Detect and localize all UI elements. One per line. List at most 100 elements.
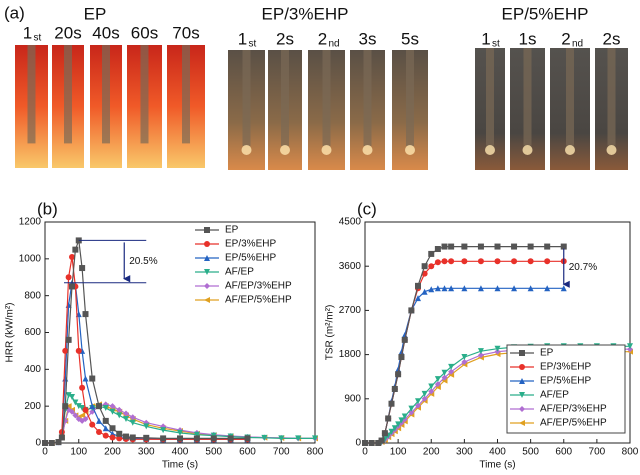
glow bbox=[280, 145, 290, 155]
y-axis-label: TSR (m²/m²) bbox=[325, 305, 336, 361]
y-tick-label: 1800 bbox=[339, 349, 362, 360]
marker bbox=[627, 343, 633, 350]
marker bbox=[527, 243, 534, 250]
marker bbox=[391, 385, 398, 392]
glow bbox=[362, 145, 373, 155]
marker bbox=[395, 371, 402, 378]
marker bbox=[421, 263, 428, 270]
legend-label: AF/EP/3%EHP bbox=[225, 281, 292, 292]
x-tick-label: 300 bbox=[456, 447, 473, 458]
marker bbox=[401, 331, 408, 338]
marker bbox=[368, 440, 375, 446]
legend-marker bbox=[204, 227, 210, 233]
frame-label: 1 bbox=[238, 29, 247, 48]
marker bbox=[385, 415, 392, 422]
specimen bbox=[182, 45, 190, 144]
marker bbox=[160, 435, 167, 442]
marker bbox=[511, 258, 518, 265]
legend-marker bbox=[519, 364, 525, 370]
x-tick-label: 600 bbox=[555, 447, 572, 458]
marker bbox=[143, 434, 150, 441]
marker bbox=[177, 435, 183, 442]
marker bbox=[395, 366, 402, 373]
marker bbox=[494, 345, 501, 352]
marker bbox=[428, 388, 435, 395]
x-tick-label: 800 bbox=[307, 447, 324, 458]
legend-label: EP bbox=[225, 225, 239, 236]
x-tick-label: 300 bbox=[138, 447, 155, 458]
y-tick-label: 3600 bbox=[339, 261, 362, 272]
marker bbox=[116, 412, 123, 419]
frame-label: 60s bbox=[131, 23, 158, 42]
x-tick-label: 100 bbox=[70, 447, 87, 458]
y-tick-label: 1000 bbox=[19, 253, 42, 264]
marker bbox=[65, 403, 72, 410]
marker bbox=[388, 428, 395, 435]
marker bbox=[560, 285, 567, 292]
marker bbox=[210, 435, 217, 442]
marker bbox=[244, 435, 251, 442]
marker bbox=[79, 265, 86, 272]
marker bbox=[428, 383, 435, 390]
panel-label: (b) bbox=[37, 199, 58, 218]
marker bbox=[434, 381, 441, 388]
specimen bbox=[322, 50, 331, 146]
marker bbox=[89, 403, 96, 410]
marker bbox=[193, 435, 200, 442]
marker bbox=[461, 354, 468, 361]
marker bbox=[109, 434, 116, 441]
group-title: EP bbox=[84, 4, 107, 23]
frame-label: 2s bbox=[276, 29, 294, 48]
specimen bbox=[27, 45, 36, 144]
legend-marker bbox=[204, 297, 210, 303]
y-tick-label: 800 bbox=[24, 290, 41, 301]
specimen bbox=[363, 50, 372, 146]
glow bbox=[522, 145, 533, 155]
x-tick-label: 700 bbox=[589, 447, 606, 458]
marker bbox=[82, 311, 89, 318]
marker bbox=[69, 393, 75, 400]
marker bbox=[102, 417, 109, 424]
y-tick-label: 900 bbox=[344, 393, 361, 404]
frame-label: 1s bbox=[519, 29, 537, 48]
annotation-text: 20.5% bbox=[129, 256, 157, 267]
marker bbox=[58, 434, 65, 441]
legend-label: AF/EP/5%EHP bbox=[225, 295, 292, 306]
annotation-text: 20.7% bbox=[569, 262, 597, 273]
marker bbox=[408, 405, 415, 412]
x-tick-label: 100 bbox=[390, 447, 407, 458]
marker bbox=[69, 253, 75, 260]
marker bbox=[441, 285, 448, 292]
frame-label-sub: st bbox=[34, 33, 42, 44]
specimen bbox=[64, 45, 72, 144]
panel-label: (a) bbox=[4, 3, 25, 22]
legend-marker bbox=[519, 392, 525, 398]
marker bbox=[421, 395, 428, 402]
marker bbox=[448, 363, 455, 370]
marker bbox=[415, 282, 421, 289]
marker bbox=[401, 413, 408, 420]
legend-marker bbox=[519, 406, 525, 412]
marker bbox=[79, 384, 86, 391]
marker bbox=[477, 243, 484, 250]
legend-frame bbox=[506, 344, 626, 434]
legend-label: AF/EP bbox=[225, 267, 254, 278]
x-tick-label: 200 bbox=[423, 447, 440, 458]
marker bbox=[65, 274, 72, 281]
marker bbox=[62, 347, 69, 354]
marker bbox=[408, 307, 415, 314]
marker bbox=[79, 405, 86, 412]
marker bbox=[48, 440, 55, 446]
marker bbox=[544, 258, 551, 265]
marker bbox=[65, 336, 72, 343]
marker bbox=[116, 435, 123, 442]
marker bbox=[428, 286, 435, 293]
glow bbox=[606, 145, 617, 155]
marker bbox=[461, 243, 468, 250]
specimen bbox=[102, 45, 110, 144]
marker bbox=[102, 432, 109, 439]
legend-marker bbox=[204, 269, 210, 275]
marker bbox=[434, 246, 441, 253]
specimen bbox=[281, 50, 289, 146]
marker bbox=[511, 285, 518, 292]
